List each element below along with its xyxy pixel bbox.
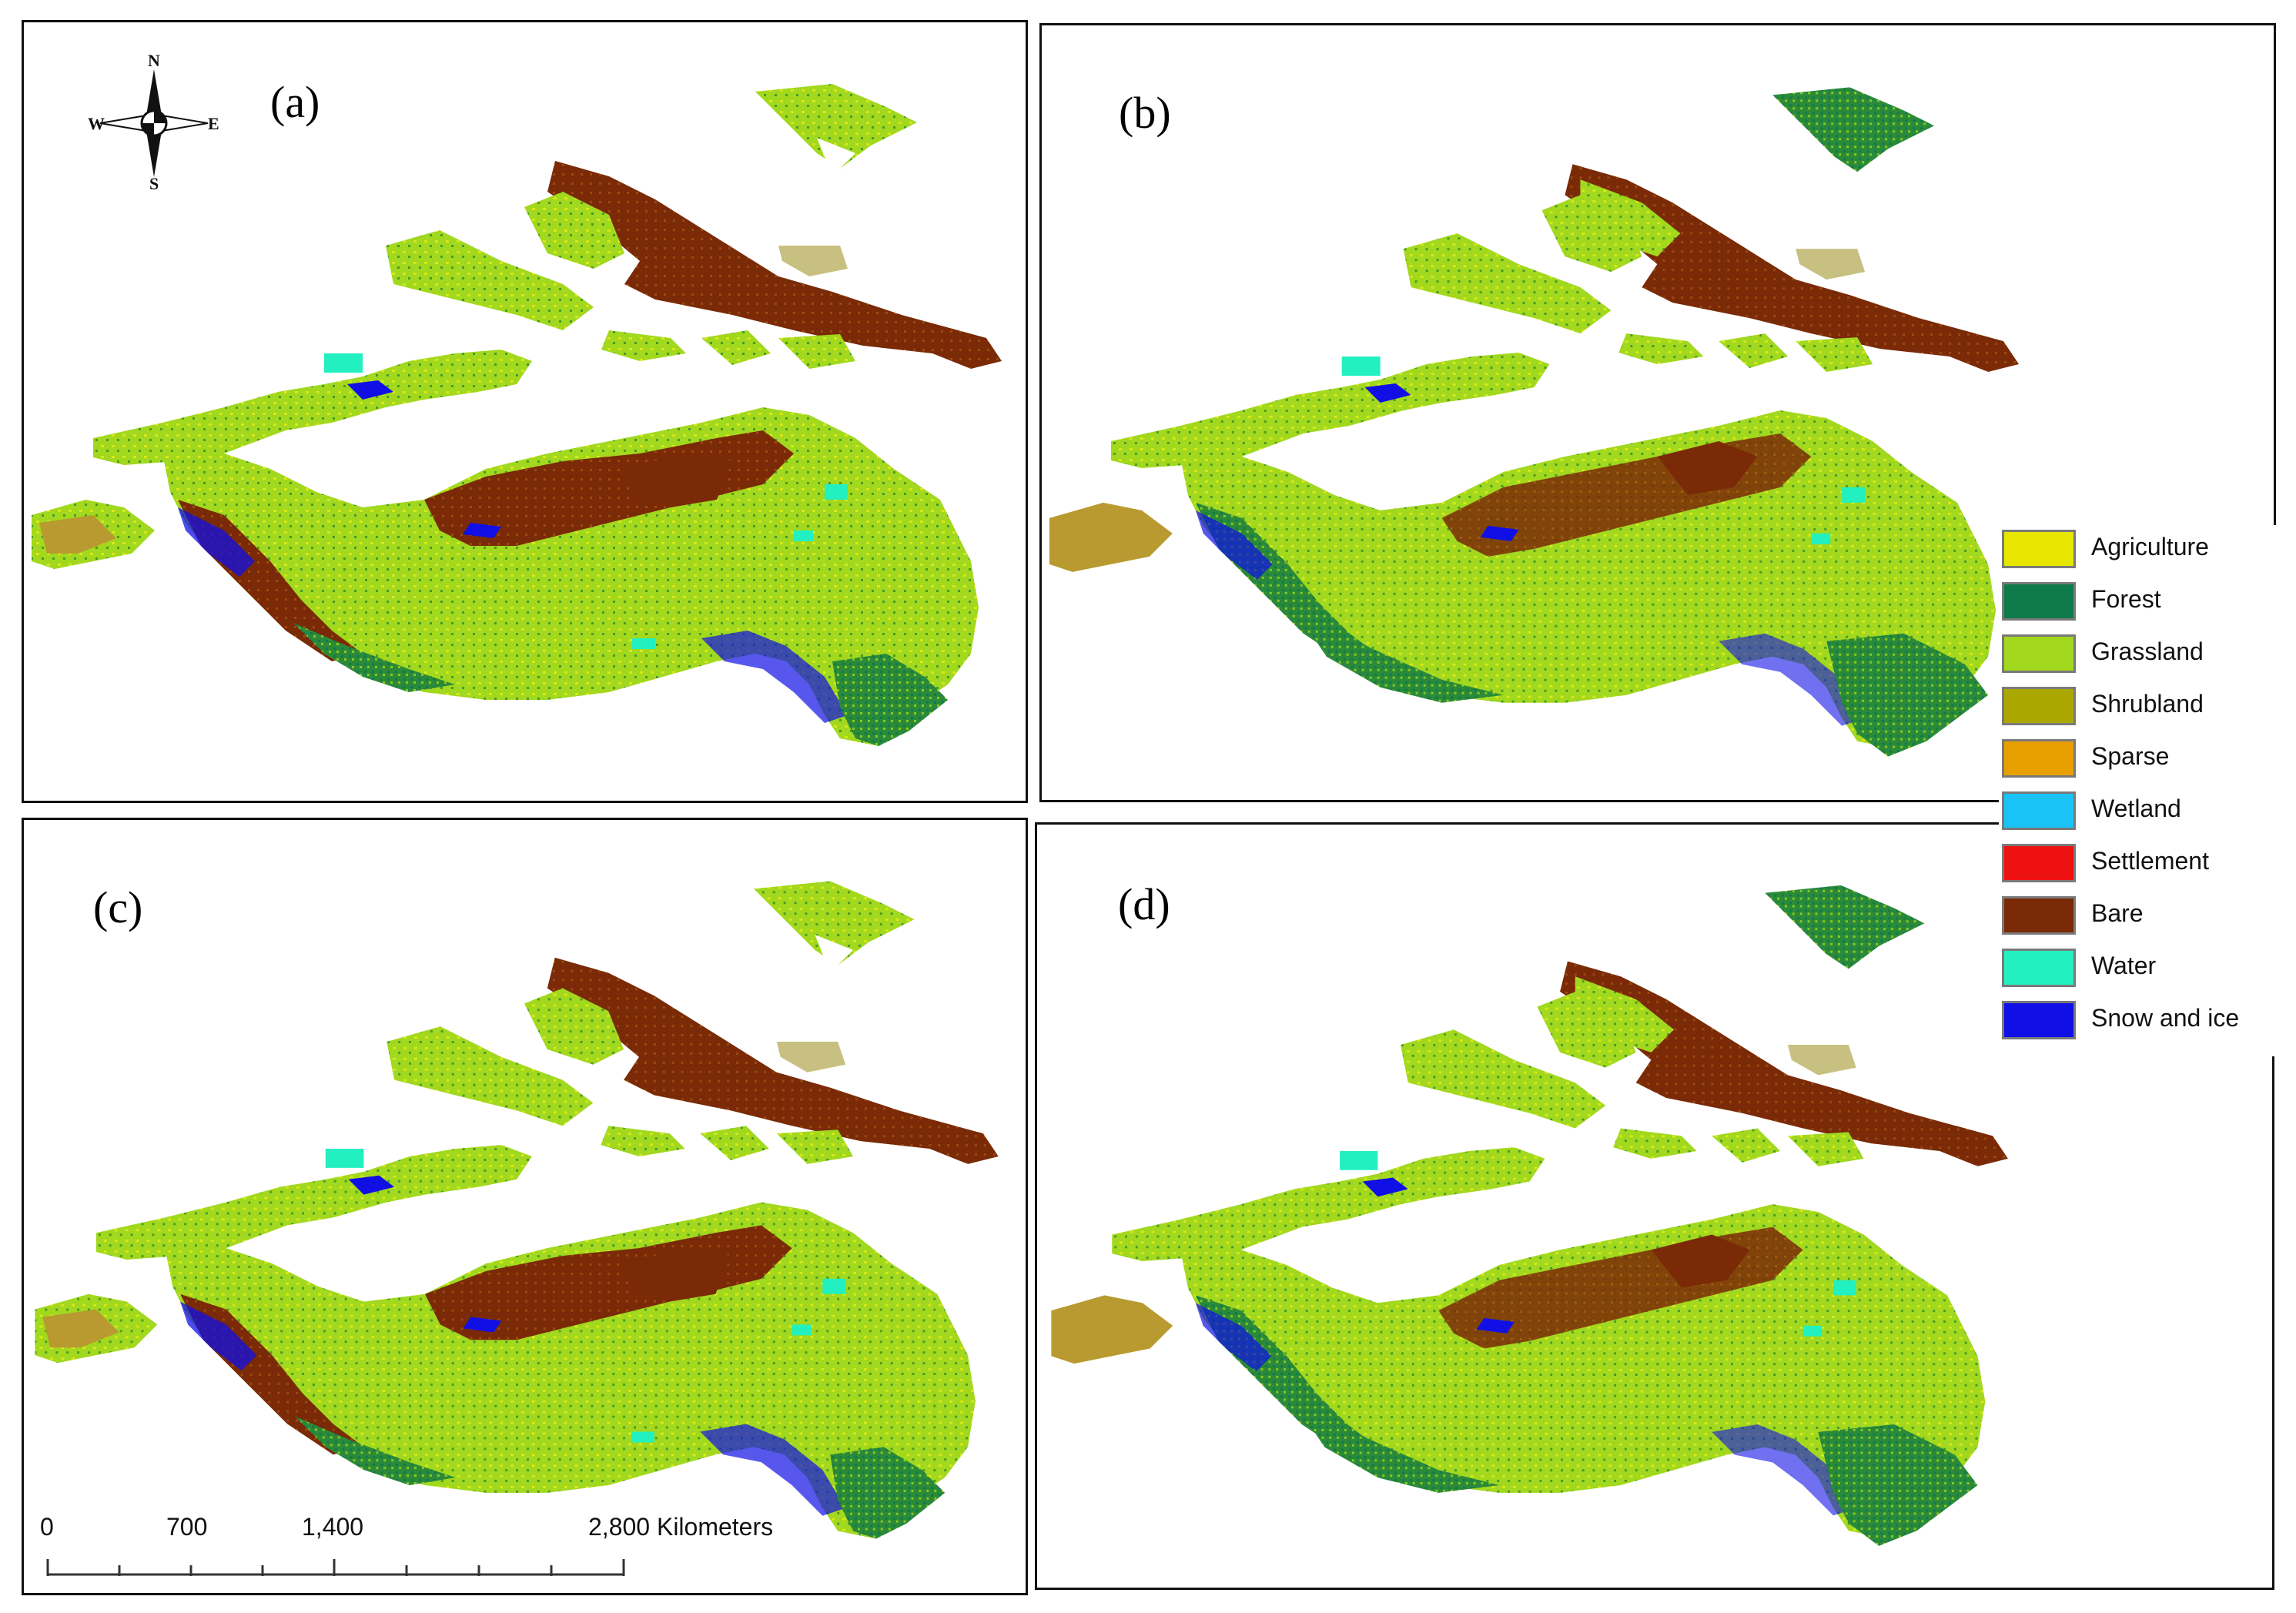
legend-swatch — [2002, 530, 2076, 568]
compass-icon — [99, 69, 209, 177]
legend-label: Snow and ice — [2091, 1004, 2240, 1032]
compass-north: N — [148, 51, 160, 70]
legend-item: Agriculture — [1999, 525, 2284, 571]
legend-swatch — [2002, 582, 2076, 621]
legend-swatch — [2002, 896, 2076, 935]
panel-label-c: (c) — [93, 882, 143, 932]
map-b — [1049, 87, 2020, 757]
legend-item: Forest — [1999, 577, 2284, 624]
legend-item: Settlement — [1999, 839, 2284, 885]
panel-label-d: (d) — [1118, 879, 1170, 929]
panel-label-a: (a) — [270, 77, 320, 127]
legend-swatch — [2002, 634, 2076, 673]
legend-label: Grassland — [2091, 638, 2204, 665]
legend-label: Bare — [2091, 899, 2144, 927]
legend-item: Shrubland — [1999, 682, 2284, 728]
map-panel-c: (c) — [22, 818, 1028, 1595]
legend-label: Settlement — [2091, 847, 2209, 875]
legend-swatch — [2002, 949, 2076, 987]
legend-item: Grassland — [1999, 630, 2284, 676]
scale-label-1400: 1,400 — [302, 1513, 364, 1541]
legend-label: Agriculture — [2091, 533, 2209, 561]
legend-label: Wetland — [2091, 795, 2181, 822]
compass-south: S — [149, 174, 159, 193]
legend: Agriculture Forest Grassland Shrubland Spars… — [1999, 525, 2284, 1056]
compass-west: W — [88, 114, 105, 133]
legend-item: Wetland — [1999, 787, 2284, 833]
north-arrow-compass: N S W E — [85, 51, 223, 193]
legend-item: Water — [1999, 944, 2284, 990]
scale-label-0: 0 — [40, 1513, 54, 1541]
map-panel-a: (a) — [22, 20, 1028, 803]
legend-swatch — [2002, 791, 2076, 830]
legend-swatch — [2002, 844, 2076, 882]
map-c — [35, 881, 999, 1539]
scale-label-2800: 2,800 Kilometers — [588, 1513, 774, 1541]
legend-label: Water — [2091, 952, 2157, 979]
scale-bar-graphic — [46, 1559, 625, 1576]
compass-east: E — [208, 114, 219, 133]
legend-item: Bare — [1999, 892, 2284, 938]
legend-item: Sparse — [1999, 735, 2284, 781]
panel-label-b: (b) — [1119, 88, 1171, 138]
legend-label: Sparse — [2091, 742, 2170, 770]
legend-swatch — [2002, 1001, 2076, 1039]
legend-swatch — [2002, 687, 2076, 725]
legend-item: Snow and ice — [1999, 996, 2284, 1042]
legend-swatch — [2002, 739, 2076, 778]
legend-label: Forest — [2091, 585, 2161, 613]
legend-label: Shrubland — [2091, 690, 2204, 718]
scale-label-700: 700 — [166, 1513, 208, 1541]
map-d — [1051, 885, 2008, 1546]
scale-bar: 0 700 1,400 2,800 Kilometers — [31, 1513, 773, 1582]
